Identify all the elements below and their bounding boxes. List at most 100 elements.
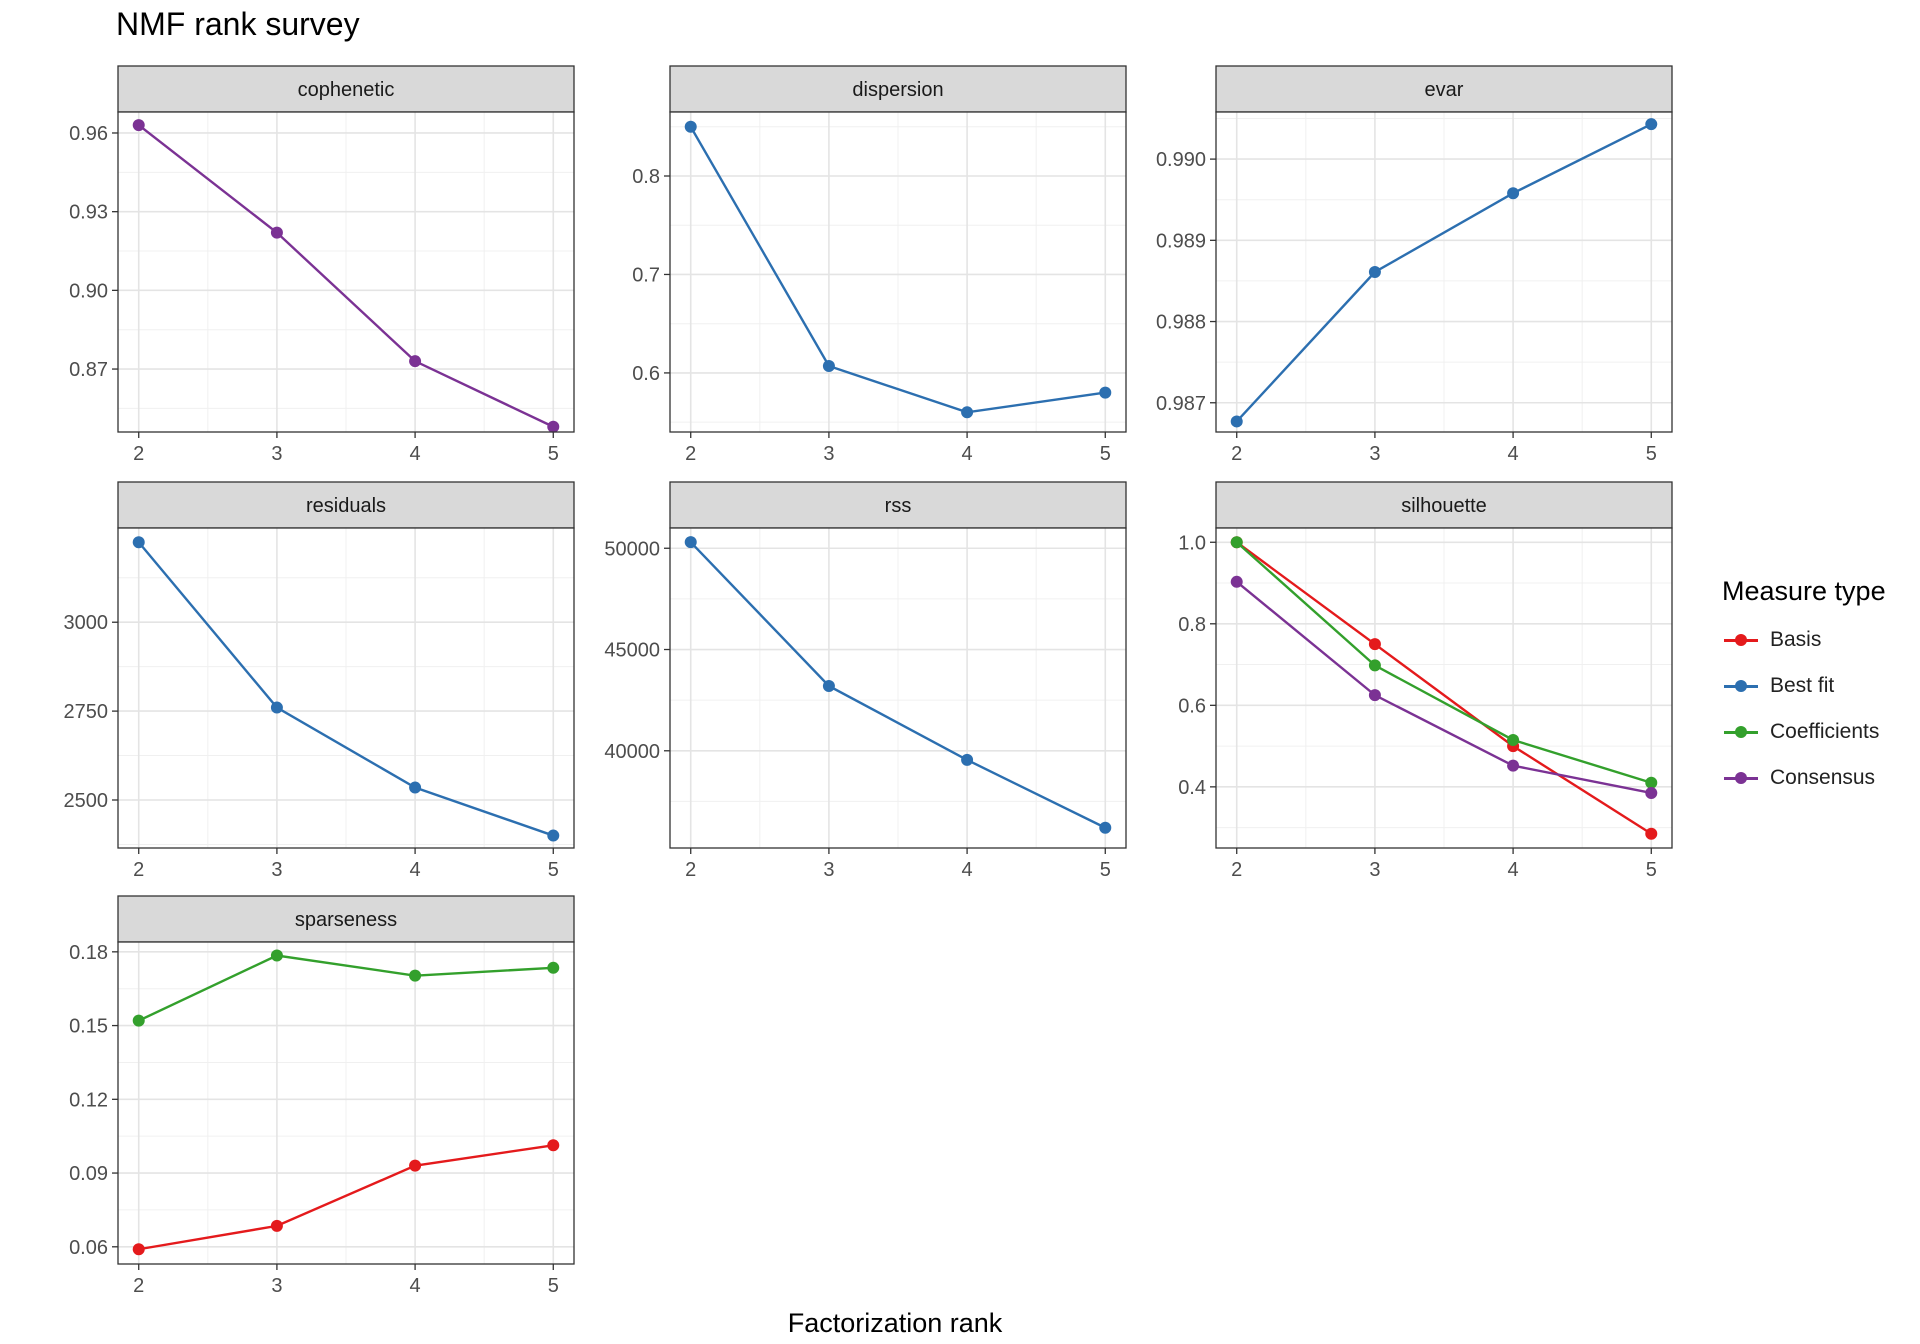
series-line-basis <box>1236 541 1652 835</box>
data-point-consensus <box>1645 786 1658 799</box>
data-point-consensus <box>270 226 283 239</box>
y-tick-label: 0.4 <box>1178 777 1206 799</box>
x-tick-label: 5 <box>1646 443 1657 465</box>
data-point-best-fit <box>409 781 422 794</box>
data-point-coefficients <box>1230 536 1243 549</box>
strip-sparseness <box>117 895 575 943</box>
y-tick-label: 0.96 <box>69 123 108 145</box>
data-point-basis <box>132 1243 145 1256</box>
strip-residuals <box>117 481 575 529</box>
panel-evar: evar 0.987 0.988 0.989 0.990 2 3 4 5 <box>1156 65 1673 465</box>
panel-border <box>1215 527 1673 849</box>
data-point-best-fit <box>822 360 835 373</box>
series-line-consensus <box>1235 580 1652 795</box>
data-point-best-fit <box>1099 386 1112 399</box>
strip-label: residuals <box>306 495 386 517</box>
data-point-coefficients <box>1645 776 1658 789</box>
panel-border <box>669 527 1127 849</box>
y-tick-label: 0.8 <box>632 166 660 188</box>
panel-cophenetic: cophenetic 0.87 0.90 0.93 0.96 2 3 4 5 <box>69 65 575 465</box>
y-tick-label: 0.06 <box>69 1237 108 1259</box>
panel-border <box>669 111 1127 433</box>
x-tick-label: 3 <box>271 859 282 881</box>
series-line-basis <box>138 1144 554 1251</box>
x-tick-label: 5 <box>548 859 559 881</box>
data-point-coefficients <box>1368 659 1381 672</box>
data-point-coefficients <box>1507 733 1520 746</box>
y-tick-label: 0.90 <box>69 280 108 302</box>
legend: Measure type Basis Best fit Coefficients Co… <box>1722 576 1886 801</box>
panel-border <box>117 111 575 433</box>
x-tick-label: 2 <box>685 443 696 465</box>
legend-item-best-fit: Best fit <box>1722 663 1886 709</box>
y-tick-label: 0.6 <box>1178 695 1206 717</box>
x-tick-label: 5 <box>1100 443 1111 465</box>
x-tick-label: 4 <box>962 443 973 465</box>
data-point-best-fit <box>547 829 560 842</box>
data-point-best-fit <box>1099 821 1112 834</box>
y-tick-label: 0.6 <box>632 363 660 385</box>
strip-rss <box>669 481 1127 529</box>
y-tick-label: 2750 <box>64 701 109 723</box>
y-tick-label: 0.87 <box>69 359 108 381</box>
y-tick-label: 0.988 <box>1156 312 1206 334</box>
legend-label-coefficients: Coefficients <box>1770 720 1880 743</box>
panel-silhouette: silhouette 0.4 0.6 0.8 1.0 2 3 4 5 <box>1178 481 1673 881</box>
y-tick-label: 0.7 <box>632 264 660 286</box>
panel-rss: rss 40000 45000 50000 2 3 4 5 <box>604 481 1127 881</box>
y-tick-label: 50000 <box>604 538 660 560</box>
x-tick-label: 2 <box>1231 443 1242 465</box>
data-point-best-fit <box>1507 187 1520 200</box>
x-axis-label: Factorization rank <box>787 1308 1003 1338</box>
data-point-basis <box>1368 638 1381 651</box>
panel-border <box>117 527 575 849</box>
legend-key-coefficients <box>1722 722 1760 742</box>
panel-sparseness: sparseness 0.06 0.09 0.12 0.15 0.18 2 3 4 5 <box>69 895 575 1297</box>
panel-border <box>117 941 575 1265</box>
panel-residuals: residuals 2500 2750 3000 2 3 4 5 <box>64 481 575 881</box>
data-point-best-fit <box>270 701 283 714</box>
x-tick-label: 4 <box>962 859 973 881</box>
legend-key-best-fit <box>1722 676 1760 696</box>
data-point-basis <box>270 1219 283 1232</box>
data-point-consensus <box>547 420 560 433</box>
series-line-best-fit <box>1235 123 1652 423</box>
strip-label: dispersion <box>852 79 943 101</box>
data-point-consensus <box>132 119 145 132</box>
series-line-best-fit <box>689 126 1106 414</box>
y-tick-label: 0.15 <box>69 1016 108 1038</box>
x-tick-label: 5 <box>548 443 559 465</box>
strip-dispersion <box>669 65 1127 113</box>
data-point-consensus <box>1230 575 1243 588</box>
x-tick-label: 5 <box>1646 859 1657 881</box>
data-point-best-fit <box>1645 118 1658 131</box>
y-tick-label: 0.18 <box>69 942 108 964</box>
data-point-best-fit <box>961 406 974 419</box>
x-tick-label: 3 <box>1369 443 1380 465</box>
data-point-consensus <box>1507 759 1520 772</box>
legend-key-consensus <box>1722 768 1760 788</box>
y-tick-label: 0.990 <box>1156 149 1206 171</box>
strip-label: rss <box>885 495 912 517</box>
x-tick-label: 3 <box>823 859 834 881</box>
x-tick-label: 2 <box>133 859 144 881</box>
panel-dispersion: dispersion 0.6 0.7 0.8 2 3 4 5 <box>632 65 1127 465</box>
x-tick-label: 4 <box>410 443 421 465</box>
y-tick-label: 0.987 <box>1156 393 1206 415</box>
strip-label: cophenetic <box>298 79 395 101</box>
legend-key-basis <box>1722 630 1760 650</box>
strip-evar <box>1215 65 1673 113</box>
legend-item-consensus: Consensus <box>1722 755 1886 801</box>
data-point-best-fit <box>961 753 974 766</box>
x-tick-label: 4 <box>410 1275 421 1297</box>
data-point-best-fit <box>684 536 697 549</box>
strip-label: silhouette <box>1401 495 1487 517</box>
y-tick-label: 2500 <box>64 790 109 812</box>
series-line-consensus <box>137 124 554 428</box>
data-point-best-fit <box>822 679 835 692</box>
chart-title: NMF rank survey <box>116 6 360 42</box>
data-point-coefficients <box>132 1014 145 1027</box>
series-line-coefficients <box>1235 541 1652 784</box>
x-tick-label: 5 <box>1100 859 1111 881</box>
legend-label-consensus: Consensus <box>1770 766 1876 789</box>
